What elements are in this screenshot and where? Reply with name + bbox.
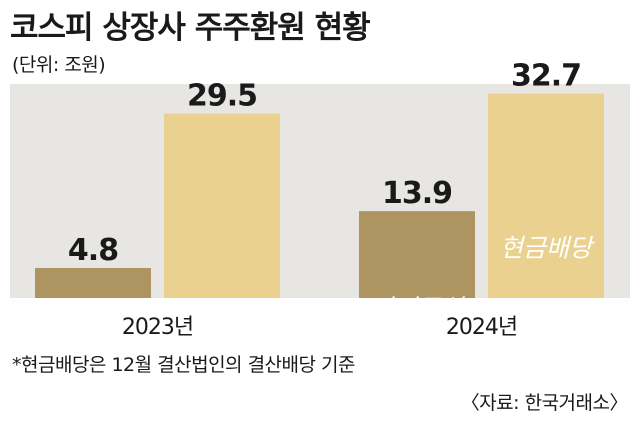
- bar-inside-label-buyback-line-2: 소각: [394, 330, 443, 359]
- bar-buyback-1: [35, 268, 151, 298]
- chart-title: 코스피 상장사 주주환원 현황: [10, 10, 371, 46]
- bar-dividend-2: [488, 93, 604, 298]
- source-note: 〈자료: 한국거래소〉: [460, 392, 629, 414]
- value-label-dividend-2: 32.7: [511, 59, 581, 94]
- bar-dividend-1: [164, 113, 280, 298]
- value-label-buyback-1: 4.8: [68, 233, 118, 268]
- bar-buyback-2: [359, 211, 475, 298]
- bar-inside-label-dividend: 현금배당: [500, 234, 595, 263]
- value-label-buyback-2: 13.9: [382, 176, 452, 211]
- value-label-dividend-1: 29.5: [187, 79, 257, 114]
- unit-label: (단위: 조원): [12, 54, 106, 76]
- category-label-2: 2024년: [446, 315, 517, 340]
- bar-inside-label-buyback-line-1: 자기주식: [371, 294, 465, 323]
- category-label-1: 2023년: [122, 315, 193, 340]
- footnote: *현금배당은 12월 결산법인의 결산배당 기준: [12, 354, 356, 376]
